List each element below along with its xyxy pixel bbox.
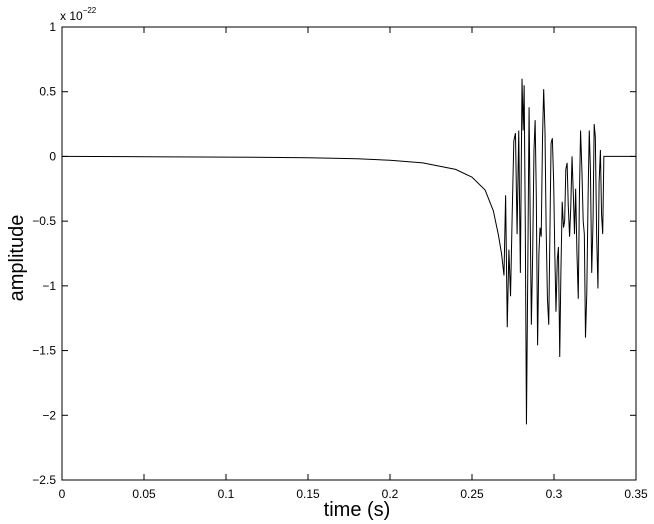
y-tick-label: −0.5 (32, 214, 56, 228)
x-tick-label: 0.35 (624, 487, 648, 501)
x-tick-label: 0.2 (382, 487, 399, 501)
y-axis-label: amplitude (6, 215, 28, 302)
y-tick-label: 1 (49, 20, 56, 34)
series-line (61, 78, 636, 425)
x-axis-ticks: 0 0.05 0.1 0.15 0.2 0.25 0.3 0.35 (59, 27, 648, 501)
exponent-label: x 10−22 (60, 6, 97, 23)
y-tick-label: −2.5 (32, 473, 56, 487)
x-tick-label: 0.1 (218, 487, 235, 501)
x-axis-label: time (s) (324, 499, 391, 521)
x-tick-label: 0.05 (132, 487, 156, 501)
x-tick-label: 0.3 (546, 487, 563, 501)
x-tick-label: 0.25 (460, 487, 484, 501)
y-tick-label: 0.5 (39, 85, 56, 99)
x-tick-label: 0.15 (296, 487, 320, 501)
x-tick-label: 0 (59, 487, 66, 501)
y-tick-label: 0 (49, 149, 56, 163)
y-tick-label: −1.5 (32, 344, 56, 358)
y-tick-label: −1 (42, 279, 56, 293)
y-tick-label: −2 (42, 408, 56, 422)
exponent-power: −22 (83, 6, 97, 15)
plot-area (61, 26, 637, 481)
